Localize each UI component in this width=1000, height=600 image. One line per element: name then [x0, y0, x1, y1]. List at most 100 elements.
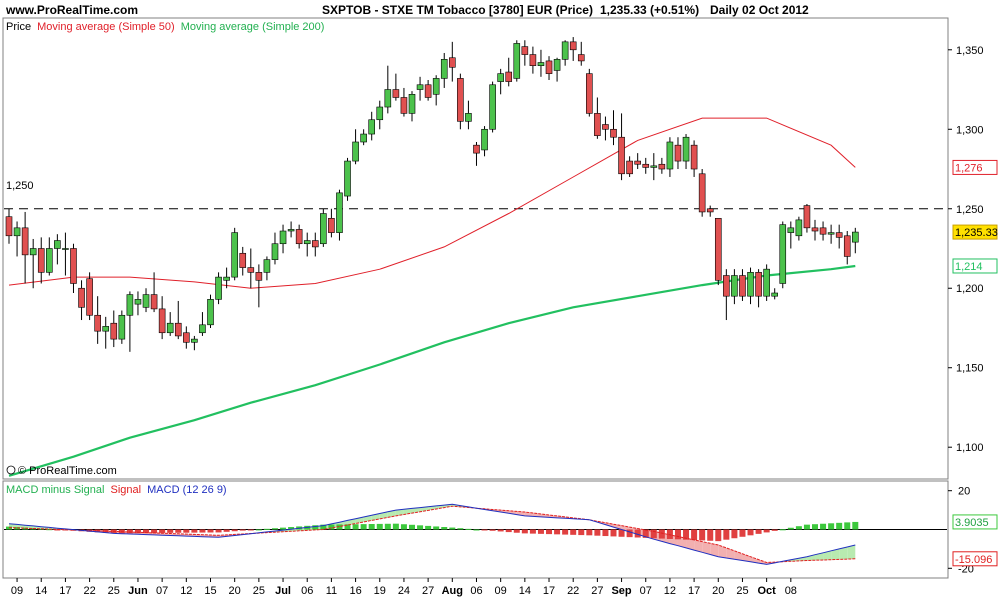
- price-tick-label: 1,100: [956, 442, 984, 454]
- macd-signal-fill: [686, 538, 695, 551]
- macd-hist-bar: [425, 525, 432, 530]
- candle-body: [505, 71, 513, 82]
- candle-body: [690, 144, 698, 170]
- candlesticks: [5, 37, 859, 352]
- macd-hist-bar: [151, 529, 158, 534]
- date-tick-label: 25: [736, 585, 748, 597]
- macd-hist-bar: [707, 529, 714, 541]
- candle-body: [513, 43, 521, 79]
- candle-body: [706, 208, 714, 213]
- macd-signal-fill: [702, 541, 711, 555]
- macd-lines: [8, 503, 856, 565]
- legend-macd: MACD (12 26 9): [147, 484, 226, 496]
- macd-hist-bar: [280, 527, 287, 530]
- macd-hist-bar: [384, 523, 391, 530]
- macd-hist-bar: [417, 525, 424, 530]
- macd-signal-fill: [694, 539, 703, 553]
- macd-hist-bar: [763, 529, 770, 533]
- macd-hist-bar: [481, 529, 488, 531]
- date-tick-label: 22: [83, 585, 95, 597]
- price-tick-label: 1,250: [956, 204, 984, 216]
- macd-hist-bar: [223, 529, 230, 532]
- macd-signal-fill: [831, 548, 840, 560]
- macd-hist-bar: [449, 527, 456, 530]
- macd-hist-bar: [812, 524, 818, 530]
- macd-hist-bar: [554, 529, 561, 535]
- macd-hist-bar: [820, 523, 827, 530]
- macd-hist-bar: [836, 522, 843, 530]
- macd-hist-bar: [578, 529, 585, 536]
- macd-hist-bar: [288, 527, 295, 530]
- macd-hist-bar: [231, 529, 238, 532]
- price-tick-label: 1,200: [956, 283, 984, 295]
- macd-hist-bar: [441, 527, 448, 530]
- candle-body: [344, 160, 351, 197]
- price-legend: Price Moving average (Simple 50) Moving …: [6, 21, 324, 33]
- candle-body: [843, 235, 851, 257]
- macd-hist-bar: [828, 523, 835, 530]
- candle-body: [199, 324, 206, 334]
- macd-line: [8, 503, 856, 565]
- signal-line: [8, 505, 856, 564]
- macd-hist-bar: [207, 529, 214, 533]
- macd-hist-bar: [368, 524, 375, 530]
- date-tick-label: 17: [59, 585, 71, 597]
- macd-hist-bar: [610, 529, 617, 537]
- macd-value-tag: -15.096: [955, 554, 992, 566]
- macd-hist-bar: [473, 529, 480, 531]
- candle-body: [239, 252, 247, 268]
- macd-hist-bar: [247, 529, 254, 531]
- date-tick-label: 09: [11, 585, 23, 597]
- macd-hist-bar: [683, 529, 690, 540]
- candle-body: [207, 299, 214, 326]
- macd-signal-fill: [420, 506, 429, 512]
- candle-body: [731, 275, 738, 297]
- candle-body: [763, 268, 770, 297]
- candle-body: [561, 41, 569, 60]
- macd-hist-bar: [344, 524, 351, 530]
- candle-body: [328, 217, 335, 233]
- candle-body: [755, 272, 762, 297]
- close-tag-box: [952, 224, 998, 240]
- candle-body: [666, 141, 674, 170]
- candle-body: [215, 276, 222, 300]
- candle-body: [674, 144, 682, 162]
- macd-hist-bar: [529, 529, 536, 534]
- macd-signal-fill: [718, 545, 727, 558]
- candle-body: [481, 128, 488, 151]
- candle-body: [45, 248, 53, 273]
- copyright-icon: [6, 465, 16, 475]
- macd-hist-bar: [400, 524, 407, 530]
- date-tick-label: Aug: [442, 585, 463, 597]
- date-tick-label: Jul: [275, 585, 291, 597]
- candle-body: [569, 41, 577, 51]
- candle-body: [521, 46, 529, 55]
- macd-hist-bar: [312, 525, 319, 530]
- candle-body: [158, 308, 166, 334]
- macd-hist-bar: [191, 529, 198, 533]
- candle-body: [174, 322, 182, 337]
- site-url[interactable]: www.ProRealTime.com: [5, 3, 138, 17]
- candle-body: [827, 232, 835, 235]
- candle-body: [537, 62, 545, 66]
- macd-hist-bar: [457, 528, 464, 530]
- macd-hist-bar: [376, 523, 383, 530]
- candle-body: [723, 275, 730, 297]
- candle-body: [811, 227, 819, 232]
- macd-hist-bar: [271, 528, 278, 530]
- candle-body: [779, 224, 787, 284]
- candle-body: [819, 227, 827, 235]
- macd-hist-bar: [546, 529, 553, 535]
- candle-body: [545, 60, 553, 74]
- candle-body: [682, 136, 690, 162]
- macd-tick-label: 20: [958, 486, 970, 498]
- candle-body: [634, 160, 641, 165]
- macd-hist-bar: [126, 529, 133, 534]
- candle-body: [529, 54, 537, 66]
- ma50-tag: 1,276: [955, 162, 983, 174]
- candle-body: [150, 294, 158, 310]
- macd-signal-fill: [726, 547, 735, 560]
- candle-body: [424, 84, 432, 98]
- candle-body: [457, 78, 464, 122]
- macd-hist-bar: [844, 522, 851, 530]
